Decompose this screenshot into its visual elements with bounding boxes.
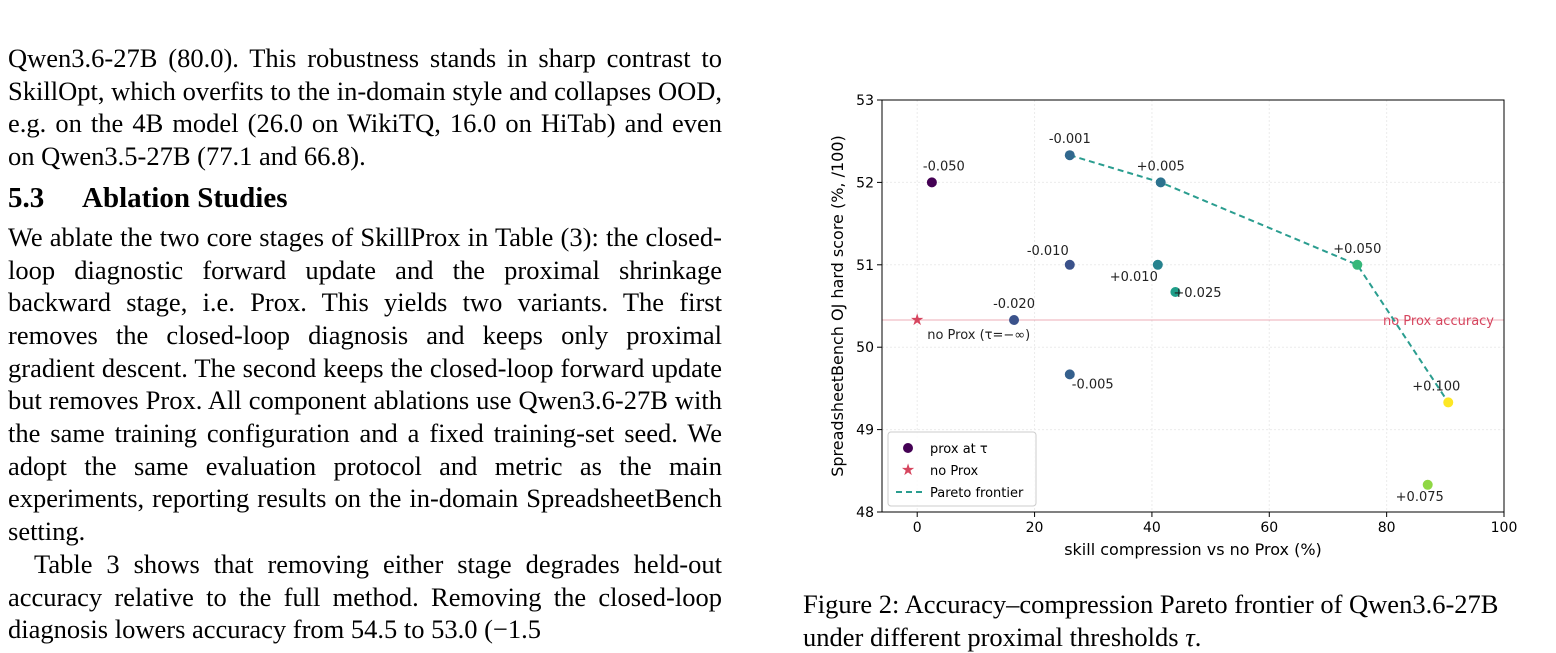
point-label: -0.005: [1072, 377, 1114, 392]
pareto-chart: no Prox accuracy -0.050 -0.020 -0.001 -0.01…: [828, 93, 1518, 559]
x-axis-label: skill compression vs no Prox (%): [1064, 540, 1322, 559]
prox-point: [1064, 259, 1075, 270]
y-tick-label: 53: [856, 93, 874, 109]
y-tick-label: 49: [856, 423, 874, 439]
y-axis-label: SpreadsheetBench OJ hard score (%, /100): [828, 135, 847, 477]
prox-point: [1443, 397, 1454, 408]
prox-point: [1422, 479, 1433, 490]
point-label: +0.025: [1173, 286, 1221, 301]
caption-tau: τ: [1185, 621, 1195, 652]
chart-legend: prox at τ ★ no Prox Pareto frontier: [887, 431, 1037, 507]
prox-point: [1152, 259, 1163, 270]
caption-end: .: [1194, 621, 1202, 652]
x-tick-label: 100: [1491, 520, 1518, 536]
plot-frame: [881, 99, 1505, 513]
y-tick-label: 50: [856, 340, 874, 356]
prox-point: [1009, 315, 1020, 326]
point-label: +0.005: [1137, 159, 1185, 174]
prox-point: [926, 177, 937, 188]
no-prox-point: ★: [910, 310, 924, 329]
x-tick-label: 0: [913, 520, 922, 536]
prox-point: [1170, 286, 1181, 297]
x-tick-label: 60: [1260, 520, 1278, 536]
paragraph-ablation: We ablate the two core stages of SkillPr…: [8, 221, 722, 547]
section-number: 5.3: [8, 181, 45, 214]
pareto-frontier-line: [1069, 154, 1450, 403]
no-prox-reference-label: no Prox accuracy: [1383, 314, 1494, 329]
section-title: Ablation Studies: [82, 181, 288, 214]
paragraph-robustness: Qwen3.6-27B (80.0). This robustness stan…: [8, 43, 722, 172]
x-tick-label: 20: [1026, 520, 1044, 536]
section-heading: 5.3 Ablation Studies: [8, 181, 722, 215]
point-label: -0.020: [993, 297, 1035, 312]
y-tick-label: 48: [856, 505, 874, 521]
legend-no-prox-marker: ★: [901, 460, 915, 479]
y-tick-label: 51: [856, 258, 874, 274]
point-label: -0.050: [923, 159, 965, 174]
no-prox-point-label: no Prox (τ=−∞): [927, 328, 1030, 343]
legend-box: [887, 431, 1037, 507]
point-label: +0.100: [1412, 379, 1460, 394]
prox-point: [1155, 177, 1166, 188]
legend-prox-marker: [903, 443, 913, 453]
legend-frontier-label: Pareto frontier: [930, 486, 1024, 501]
point-label: +0.050: [1333, 242, 1381, 257]
prox-point: [1352, 259, 1363, 270]
caption-text: Figure 2: Accuracy–compression Pareto fr…: [803, 589, 1499, 652]
point-label: +0.075: [1396, 490, 1444, 505]
prox-point: [1064, 150, 1075, 161]
y-tick-label: 52: [856, 175, 874, 191]
prox-point: [1064, 369, 1075, 380]
x-tick-label: 40: [1143, 520, 1161, 536]
figure-caption: Figure 2: Accuracy–compression Pareto fr…: [803, 588, 1523, 653]
x-tick-label: 80: [1378, 520, 1396, 536]
point-label: +0.010: [1110, 270, 1158, 285]
point-label: -0.010: [1027, 244, 1069, 259]
point-label: -0.001: [1049, 132, 1091, 147]
legend-no-prox-label: no Prox: [930, 464, 979, 479]
legend-prox-label: prox at τ: [930, 442, 988, 457]
left-text-column: Qwen3.6-27B (80.0). This robustness stan…: [8, 42, 722, 646]
paragraph-results: Table 3 shows that removing either stage…: [8, 548, 722, 645]
